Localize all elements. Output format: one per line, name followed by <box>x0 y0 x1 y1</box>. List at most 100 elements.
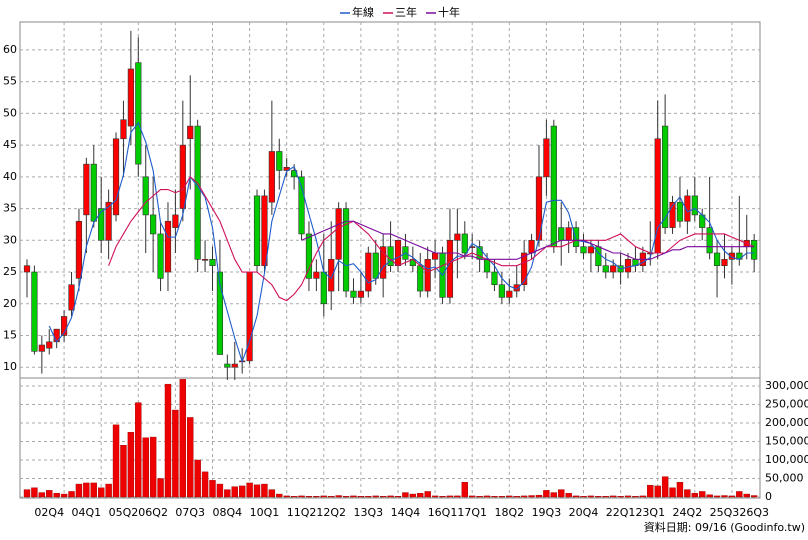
candle-body <box>602 265 609 273</box>
candle-body <box>662 125 669 228</box>
volume-bar <box>387 495 394 498</box>
candle-body <box>38 344 45 352</box>
candle-body <box>83 163 90 216</box>
candle-body <box>142 176 149 216</box>
volume-bar <box>513 496 520 498</box>
candle-body <box>713 252 721 266</box>
candle-body <box>179 144 186 209</box>
volume-bar <box>728 495 736 498</box>
candle-body <box>112 138 120 216</box>
candle-body <box>135 62 142 165</box>
candle-body <box>305 233 313 279</box>
volume-bar <box>135 402 142 498</box>
volume-bar <box>172 409 179 498</box>
x-tick-label: 18Q2 <box>494 506 524 519</box>
x-tick-label: 25Q3 <box>710 506 740 519</box>
volume-bar <box>305 496 313 498</box>
volume-bar <box>394 496 402 498</box>
volume-bar <box>558 489 565 498</box>
candle-body <box>231 363 238 368</box>
candle-body <box>98 208 105 241</box>
volume-bar <box>313 496 320 498</box>
candle-body <box>328 259 335 292</box>
legend-label: 十年 <box>438 5 460 19</box>
volume-bar <box>320 495 327 498</box>
x-tick-label: 05Q2 <box>109 506 139 519</box>
volume-bar <box>439 496 446 498</box>
volume-bar <box>342 496 350 498</box>
candle-body <box>46 341 53 349</box>
candle-body <box>276 151 283 171</box>
volume-bar <box>699 491 706 498</box>
volume-bar <box>691 493 698 498</box>
candle-body <box>209 259 216 266</box>
candle-body <box>528 239 535 254</box>
y-tick-label: 60 <box>3 43 17 56</box>
candle-body <box>313 271 320 279</box>
volume-bar <box>187 417 194 498</box>
volume-bar <box>587 495 595 498</box>
volume-bar <box>454 495 461 498</box>
y2-tick-label: 100,000 <box>765 453 808 466</box>
volume-bar <box>498 496 506 498</box>
y-tick-label: 15 <box>3 328 17 341</box>
volume-bar <box>469 495 476 498</box>
x-tick-label: 06Q2 <box>138 506 168 519</box>
x-tick-label: 12Q2 <box>316 506 346 519</box>
candle-body <box>380 246 387 279</box>
volume-bar <box>431 495 439 498</box>
candle-body <box>595 246 602 266</box>
volume-bar <box>31 487 38 498</box>
volume-bar <box>268 489 276 498</box>
candle-body <box>728 252 735 260</box>
ma-line <box>48 121 755 364</box>
volume-bar <box>580 496 587 498</box>
candle-body <box>127 68 134 127</box>
candle-body <box>498 284 505 298</box>
candle-body <box>424 259 431 292</box>
candle-body <box>691 195 698 216</box>
volume-bar <box>483 495 491 498</box>
volume-bar <box>609 495 617 498</box>
x-tick-label: 02Q4 <box>34 506 64 519</box>
candle-body <box>506 290 513 298</box>
volume-bar <box>120 444 127 498</box>
candle-body <box>624 259 632 273</box>
candle-body <box>342 208 350 292</box>
ma-line <box>301 220 755 260</box>
volume-bar <box>736 491 743 498</box>
volume-bar <box>149 436 157 498</box>
candle-body <box>610 265 617 273</box>
x-tick-label: 08Q4 <box>213 506 243 519</box>
candle-body <box>491 271 498 286</box>
candle-body <box>751 239 758 260</box>
candle-body <box>454 233 461 241</box>
x-tick-label: 11Q2 <box>287 506 317 519</box>
x-tick-label: 16Q1 <box>428 506 458 519</box>
candle-body <box>253 195 261 266</box>
volume-bar <box>157 478 164 498</box>
candle-body <box>216 271 224 355</box>
volume-bar <box>105 483 112 498</box>
volume-bar <box>83 482 90 498</box>
volume-bar <box>164 383 172 498</box>
candle-body <box>201 259 209 261</box>
y2-tick-label: 200,000 <box>765 416 808 429</box>
y-tick-label: 30 <box>3 233 17 246</box>
candle-body <box>224 363 231 368</box>
volume-bar <box>491 496 498 498</box>
candle-body <box>684 195 691 222</box>
legend-label: 年線 <box>352 5 374 19</box>
volume-bar <box>595 496 602 498</box>
volume-bar <box>647 484 654 498</box>
candle-body <box>721 259 728 266</box>
volume-bar <box>97 487 105 498</box>
x-tick-label: 23Q1 <box>635 506 665 519</box>
candle-body <box>572 227 580 247</box>
volume-bar <box>365 496 372 498</box>
volume-bar <box>528 495 535 498</box>
y-tick-label: 45 <box>3 138 17 151</box>
volume-bar <box>543 490 550 498</box>
legend-label: 三年 <box>395 5 417 19</box>
candle-body <box>320 271 327 305</box>
